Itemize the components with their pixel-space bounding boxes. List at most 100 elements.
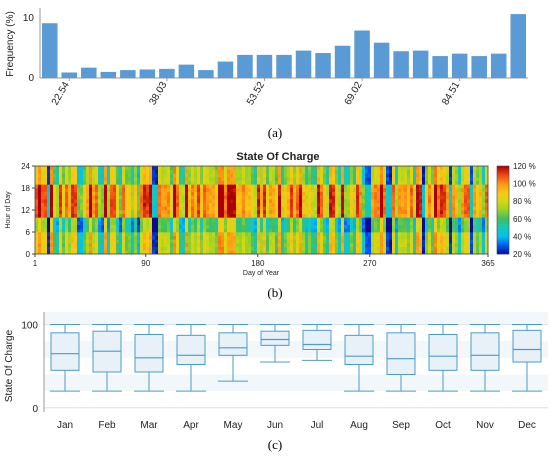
panel-c-band-2	[44, 341, 548, 358]
heatmap-cell	[437, 195, 441, 200]
heatmap-cell	[296, 224, 300, 229]
heatmap-cell	[155, 239, 159, 244]
heatmap-cell	[86, 250, 90, 255]
heatmap-cell	[473, 250, 477, 255]
heatmap-cell	[407, 224, 411, 229]
heatmap-cell	[422, 188, 426, 192]
heatmap-cell	[362, 224, 366, 229]
heatmap-cell	[233, 202, 237, 207]
heatmap-cell	[371, 173, 375, 178]
heatmap-cell	[155, 166, 159, 170]
heatmap-cell	[134, 206, 138, 211]
heatmap-cell	[92, 224, 96, 229]
heatmap-cell	[320, 239, 324, 244]
heatmap-cell	[383, 213, 387, 218]
heatmap-cell	[77, 213, 81, 218]
heatmap-cell	[248, 180, 252, 185]
heatmap-cell	[260, 246, 264, 251]
heatmap-cell	[152, 246, 156, 251]
heatmap-cell	[335, 166, 339, 170]
heatmap-cell	[245, 243, 249, 247]
heatmap-cell	[236, 173, 240, 178]
heatmap-cell	[347, 213, 351, 218]
heatmap-cell	[425, 188, 429, 192]
heatmap-cell	[458, 250, 462, 255]
heatmap-cell	[359, 195, 363, 200]
colorbar-tick-4: 100 %	[513, 180, 536, 189]
heatmap-cell	[281, 246, 285, 251]
heatmap-cell	[107, 250, 111, 255]
heatmap-cell	[374, 166, 378, 170]
heatmap-cell	[302, 224, 306, 229]
heatmap-cell	[77, 250, 81, 255]
heatmap-cell	[116, 173, 120, 178]
heatmap-cell	[290, 228, 294, 233]
heatmap-cell	[125, 195, 129, 200]
heatmap-cell	[464, 239, 468, 244]
heatmap-cell	[155, 217, 159, 222]
heatmap-cell	[113, 239, 117, 244]
heatmap-cell	[482, 188, 486, 192]
heatmap-cell	[242, 210, 246, 214]
heatmap-cell	[479, 188, 483, 192]
heatmap-cell	[332, 180, 336, 185]
heatmap-cell	[215, 232, 219, 236]
heatmap-cell	[236, 239, 240, 244]
heatmap-cell	[389, 228, 393, 233]
heatmap-cell	[353, 199, 357, 203]
heatmap-cell	[374, 188, 378, 192]
heatmap-cell	[233, 232, 237, 236]
heatmap-cell	[449, 232, 453, 236]
heatmap-cell	[173, 217, 177, 222]
heatmap-cell	[455, 210, 459, 214]
heatmap-cell	[209, 180, 213, 185]
heatmap-cell	[71, 213, 75, 218]
heatmap-cell	[50, 235, 54, 240]
heatmap-cell	[326, 173, 330, 178]
heatmap-cell	[401, 232, 405, 236]
month-label-Nov: Nov	[476, 420, 494, 431]
heatmap-cell	[185, 191, 189, 196]
heatmap-cell	[410, 188, 414, 192]
heatmap-cell	[428, 217, 432, 222]
colorbar-segment	[497, 188, 509, 191]
heatmap-cell	[68, 228, 72, 233]
heatmap-cell	[152, 210, 156, 214]
heatmap-cell	[404, 210, 408, 214]
heatmap-cell	[479, 184, 483, 189]
heatmap-cell	[173, 250, 177, 255]
heatmap-cell	[395, 184, 399, 189]
heatmap-cell	[470, 195, 474, 200]
heatmap-cell	[251, 166, 255, 170]
heatmap-cell	[53, 173, 57, 178]
heatmap-cell	[419, 221, 423, 225]
heatmap-cell	[320, 191, 324, 196]
heatmap-cell	[122, 228, 126, 233]
heatmap-cell	[278, 210, 282, 214]
heatmap-cell	[113, 166, 117, 170]
heatmap-cell	[476, 221, 480, 225]
heatmap-cell	[167, 191, 171, 196]
heatmap-cell	[485, 221, 489, 225]
heatmap-cell	[278, 188, 282, 192]
heatmap-cell	[287, 221, 291, 225]
heatmap-cell	[470, 232, 474, 236]
heatmap-cell	[317, 243, 321, 247]
heatmap-cell	[482, 206, 486, 211]
heatmap-cell	[431, 235, 435, 240]
heatmap-cell	[137, 195, 141, 200]
heatmap-cell	[314, 206, 318, 211]
heatmap-cell	[287, 169, 291, 174]
heatmap-cell	[206, 235, 210, 240]
heatmap-cell	[146, 166, 150, 170]
heatmap-cell	[281, 221, 285, 225]
heatmap-cell	[266, 199, 270, 203]
heatmap-cell	[392, 228, 396, 233]
heatmap-cell	[248, 239, 252, 244]
heatmap-cell	[311, 184, 315, 189]
heatmap-cell	[125, 228, 129, 233]
heatmap-cell	[278, 243, 282, 247]
heatmap-cell	[344, 177, 348, 181]
heatmap-cell	[122, 177, 126, 181]
heatmap-cell	[83, 184, 87, 189]
